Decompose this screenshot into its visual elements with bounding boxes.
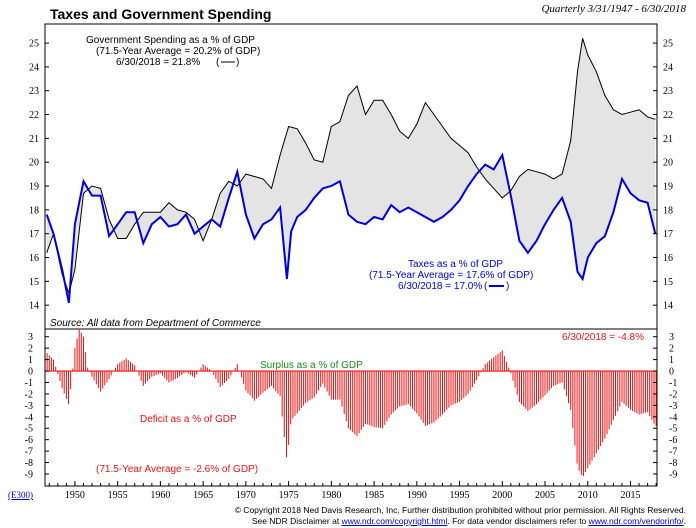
average-label: (71.5-Year Average = -2.6% of GDP) — [96, 464, 258, 475]
spending-tax-gap-area — [46, 38, 656, 303]
lower-y-tick-label-right: -2 — [669, 389, 677, 400]
lower-y-tick-label-left: -3 — [25, 401, 33, 412]
disclaimer-text-pre: See NDR Disclaimer at — [251, 516, 342, 526]
x-tick-label: 1950 — [65, 490, 85, 501]
spending-label-3: 6/30/2018 = 21.8% — [116, 57, 200, 68]
x-tick-label: 1965 — [193, 490, 213, 501]
taxes-line — [45, 152, 657, 303]
spending-line — [46, 38, 656, 296]
upper-y-tick-label-left: 19 — [29, 182, 39, 193]
lower-y-tick-label-left: -8 — [25, 458, 33, 469]
disclaimer-text-mid: . For data vendor disclaimers refer to — [447, 516, 589, 526]
upper-y-tick-label-right: 20 — [663, 158, 673, 169]
lower-y-tick-label-left: 0 — [28, 367, 33, 378]
chart-reference-link[interactable]: (E300) — [8, 490, 33, 500]
disclaimer-text-post: . — [683, 516, 686, 526]
upper-y-tick-label-left: 21 — [29, 134, 39, 145]
upper-y-tick-label-right: 22 — [663, 110, 673, 121]
lower-y-tick-label-left: 2 — [28, 344, 33, 355]
upper-panel — [45, 38, 657, 303]
spending-label-2: (71.5-Year Average = 20.2% of GDP) — [96, 46, 260, 57]
lower-y-tick-label-right: -8 — [669, 458, 677, 469]
lower-y-tick-label-right: -9 — [669, 469, 677, 480]
copyright-notice: © Copyright 2018 Ned Davis Research, Inc… — [234, 505, 686, 515]
lower-y-tick-label-right: -3 — [669, 401, 677, 412]
upper-y-tick-label-left: 18 — [29, 205, 39, 216]
latest-value-label: 6/30/2018 = -4.8% — [562, 332, 644, 343]
upper-y-tick-label-right: 19 — [663, 182, 673, 193]
lower-y-tick-label-left: 3 — [28, 332, 33, 343]
copyright-link[interactable]: www.ndr.com/copyright.html — [341, 516, 448, 526]
upper-y-tick-label-right: 14 — [663, 301, 673, 312]
vendor-info-link[interactable]: www.ndr.com/vendorinfo/ — [588, 516, 684, 526]
upper-y-tick-label-left: 17 — [29, 229, 39, 240]
upper-y-tick-label-right: 23 — [663, 86, 673, 97]
x-tick-label: 1985 — [364, 490, 384, 501]
upper-y-tick-label-right: 16 — [663, 253, 673, 264]
x-tick-label: 1995 — [450, 490, 470, 501]
upper-y-tick-label-right: 15 — [663, 277, 673, 288]
upper-y-tick-label-left: 16 — [29, 253, 39, 264]
lower-panel — [45, 328, 657, 476]
upper-y-tick-label-right: 17 — [663, 229, 673, 240]
svg-text:(: ( — [216, 57, 220, 68]
taxes-legend-key: ( ) — [484, 281, 509, 292]
x-tick-label: 2010 — [578, 490, 598, 501]
upper-y-tick-label-left: 14 — [29, 301, 39, 312]
surplus-label: Surplus as a % of GDP — [260, 360, 363, 371]
lower-y-tick-label-right: -1 — [669, 378, 677, 389]
date-range-subtitle: Quarterly 3/31/1947 - 6/30/2018 — [541, 3, 686, 15]
lower-y-tick-label-left: -7 — [25, 447, 33, 458]
x-tick-label: 1975 — [279, 490, 299, 501]
x-tick-label: 2005 — [535, 490, 555, 501]
source-note: Source: All data from Department of Comm… — [50, 318, 261, 329]
lower-y-tick-label-left: 1 — [28, 355, 33, 366]
lower-y-tick-label-right: 1 — [669, 355, 674, 366]
x-tick-label: 1980 — [321, 490, 341, 501]
upper-y-tick-label-right: 24 — [663, 62, 673, 73]
upper-y-tick-label-right: 21 — [663, 134, 673, 145]
lower-y-tick-label-left: -5 — [25, 424, 33, 435]
x-tick-label: 1990 — [407, 490, 427, 501]
lower-y-tick-label-right: 2 — [669, 344, 674, 355]
lower-y-tick-label-right: 0 — [669, 367, 674, 378]
lower-y-tick-label-left: -9 — [25, 469, 33, 480]
lower-y-tick-label-right: -4 — [669, 412, 677, 423]
upper-y-tick-label-left: 24 — [29, 62, 39, 73]
lower-y-tick-label-left: -6 — [25, 435, 33, 446]
upper-y-tick-label-left: 22 — [29, 110, 39, 121]
taxes-label-2: (71.5-Year Average = 17.6% of GDP) — [369, 270, 533, 281]
lower-y-tick-label-left: -4 — [25, 412, 33, 423]
chart-title: Taxes and Government Spending — [50, 6, 272, 22]
upper-y-tick-label-left: 15 — [29, 277, 39, 288]
lower-y-tick-label-left: -1 — [25, 378, 33, 389]
svg-text:): ) — [506, 281, 509, 292]
x-tick-label: 1955 — [108, 490, 128, 501]
plot-frame — [44, 23, 658, 487]
x-tick-label: 1970 — [236, 490, 256, 501]
lower-y-tick-label-right: 3 — [669, 332, 674, 343]
upper-y-tick-label-left: 20 — [29, 158, 39, 169]
taxes-label-3: 6/30/2018 = 17.0% — [398, 281, 482, 292]
svg-text:(: ( — [484, 281, 488, 292]
lower-y-tick-label-right: -5 — [669, 424, 677, 435]
lower-y-tick-label-right: -7 — [669, 447, 677, 458]
upper-y-tick-label-left: 25 — [29, 39, 39, 50]
x-tick-label: 2000 — [492, 490, 512, 501]
deficit-label: Deficit as a % of GDP — [140, 414, 237, 425]
spending-legend-key: ( ) — [216, 57, 239, 68]
x-tick-label: 1960 — [150, 490, 170, 501]
lower-y-tick-label-left: -2 — [25, 389, 33, 400]
disclaimer-notice: See NDR Disclaimer at www.ndr.com/copyri… — [252, 516, 686, 526]
upper-y-tick-label-right: 18 — [663, 205, 673, 216]
spending-label-1: Government Spending as a % of GDP — [86, 35, 255, 46]
upper-y-tick-label-right: 25 — [663, 39, 673, 50]
lower-y-tick-label-right: -6 — [669, 435, 677, 446]
svg-text:): ) — [236, 57, 239, 68]
x-tick-label: 2015 — [621, 490, 641, 501]
upper-y-tick-label-left: 23 — [29, 86, 39, 97]
taxes-label-1: Taxes as a % of GDP — [408, 259, 503, 270]
